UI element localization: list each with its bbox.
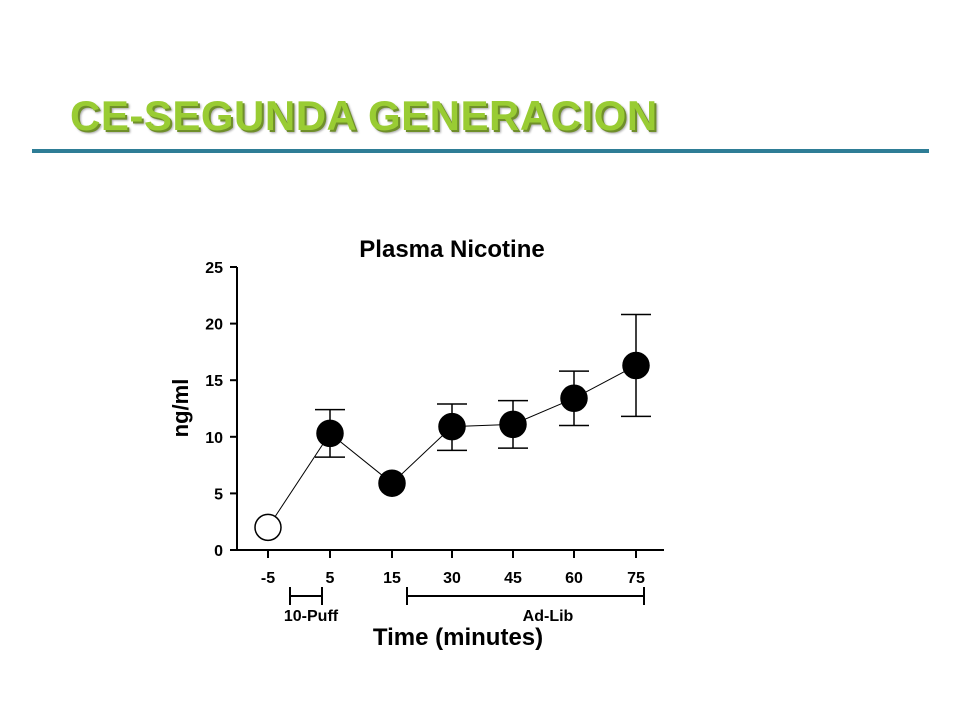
- phase-brackets: 10-Puff Ad-Lib: [284, 587, 645, 625]
- y-tick-label: 20: [205, 317, 223, 334]
- chart-title: Plasma Nicotine: [359, 236, 544, 263]
- y-tick-label: 15: [205, 373, 223, 390]
- data-points: [254, 351, 650, 542]
- data-point: [378, 469, 406, 497]
- y-tick-label: 0: [214, 543, 223, 560]
- x-axis-label: Time (minutes): [373, 624, 543, 651]
- y-axis-label: ng/ml: [168, 379, 193, 438]
- data-point: [254, 513, 282, 542]
- y-ticks: 0 5 10 15 20 25: [205, 260, 237, 560]
- error-bars: [315, 313, 651, 458]
- x-tick-label: 45: [504, 570, 522, 587]
- x-tick-label: 30: [443, 570, 461, 587]
- x-tick-label: 60: [565, 570, 583, 587]
- phase-label: Ad-Lib: [523, 608, 574, 625]
- y-tick-label: 5: [214, 486, 223, 503]
- data-point: [438, 412, 466, 441]
- title-rule: [32, 149, 929, 153]
- data-point: [316, 419, 344, 448]
- x-ticks: -5 5 15 30 45 60 75: [261, 550, 645, 587]
- x-tick-label: -5: [261, 570, 275, 587]
- x-tick-label: 5: [326, 570, 335, 587]
- phase-label: 10-Puff: [284, 608, 339, 625]
- data-point: [560, 384, 588, 413]
- y-tick-label: 25: [205, 260, 223, 277]
- y-tick-label: 10: [205, 430, 223, 447]
- x-tick-label: 15: [383, 570, 401, 587]
- slide-title: CE-SEGUNDA GENERACION: [70, 92, 658, 139]
- data-point: [499, 410, 527, 439]
- x-tick-label: 75: [627, 570, 645, 587]
- data-point: [622, 351, 650, 380]
